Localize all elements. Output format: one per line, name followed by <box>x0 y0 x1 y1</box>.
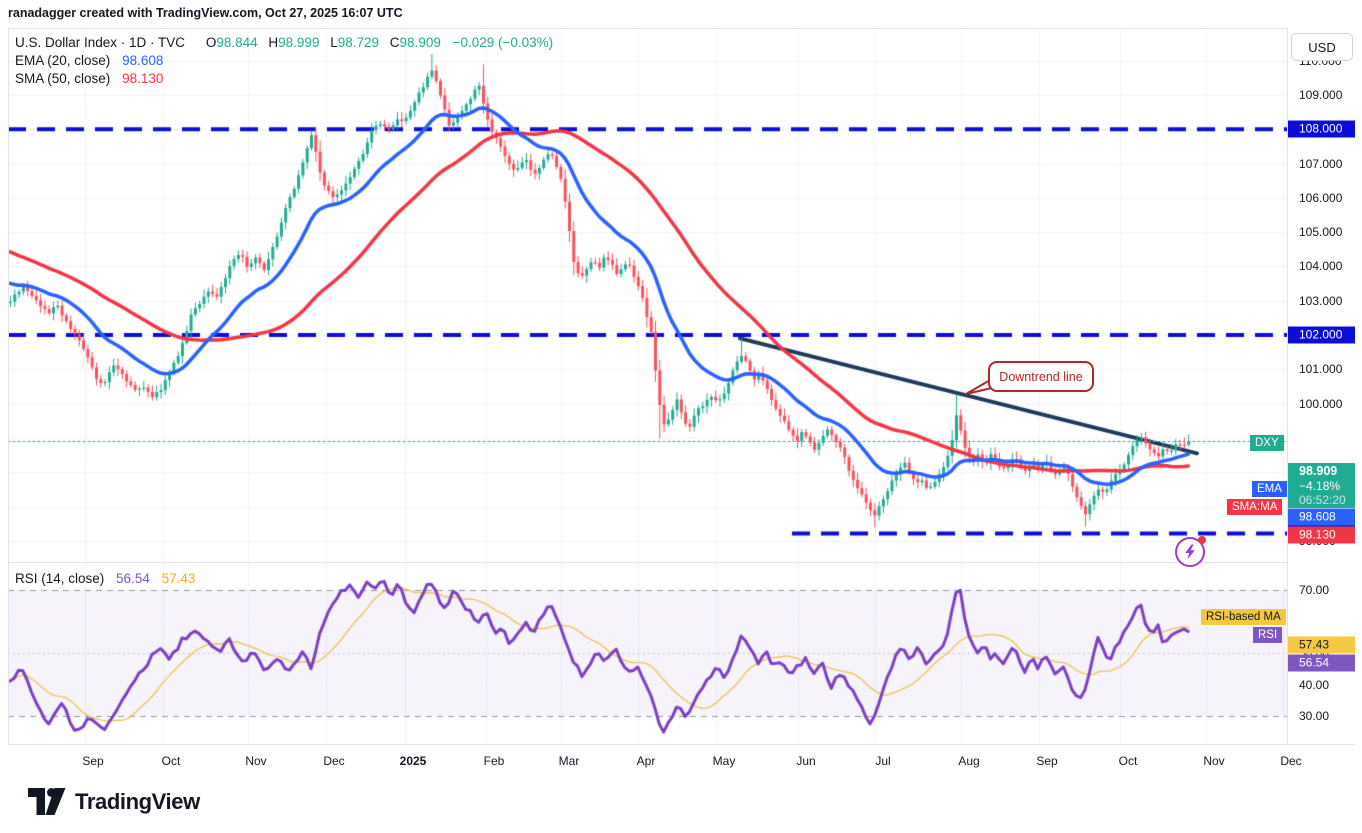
rsi-tick: 70.00 <box>1299 583 1330 597</box>
symbol-row: U.S. Dollar Index · 1D · TVC O98.844 H98… <box>15 34 553 52</box>
open-value: 98.844 <box>216 35 258 50</box>
rsi-series-tag: RSI <box>1253 627 1283 643</box>
attribution-text: ranadagger created with TradingView.com,… <box>8 6 403 20</box>
time-axis-label: Oct <box>161 754 181 768</box>
time-axis-label: Nov <box>1203 754 1225 768</box>
price-axis[interactable]: 98.909 −4.18% 06:52:20 98.608 98.130 57.… <box>1287 28 1356 775</box>
rsi-tick: 40.00 <box>1299 677 1330 692</box>
price-tick: 104.000 <box>1299 259 1343 274</box>
tradingview-logo-text: TradingView <box>75 789 200 814</box>
time-axis-label: Oct <box>1118 754 1138 768</box>
ema-series-tag: EMA <box>1252 481 1287 497</box>
notification-dot <box>1198 536 1206 544</box>
time-axis-label: Mar <box>558 754 580 768</box>
price-tick: 103.000 <box>1299 293 1343 308</box>
tradingview-logo-icon <box>28 788 66 815</box>
low-label: L <box>330 35 338 50</box>
rsi-ma-series-tag: RSI-based MA <box>1201 609 1286 625</box>
high-label: H <box>268 35 279 50</box>
time-axis-label: Aug <box>958 754 980 768</box>
change-value: −0.029 (−0.03%) <box>452 35 554 50</box>
sma-label: SMA (50, close) <box>15 71 111 86</box>
currency-toggle-label: USD <box>1308 39 1336 55</box>
downtrend-annotation[interactable]: Downtrend line <box>988 361 1094 392</box>
instant-order-button[interactable] <box>1175 536 1206 567</box>
time-axis-label: Sep <box>82 754 104 768</box>
time-axis-label: Nov <box>245 754 267 768</box>
dxy-series-tag: DXY <box>1250 435 1284 451</box>
tradingview-watermark[interactable]: TradingView <box>28 788 200 816</box>
lightning-icon <box>1185 544 1195 560</box>
frame-top <box>8 28 1355 29</box>
pane-divider[interactable] <box>8 562 1287 563</box>
low-value: 98.729 <box>337 35 380 50</box>
rsi-ma-axis-badge: 57.43 <box>1288 636 1355 654</box>
price-tick: 101.000 <box>1299 362 1343 377</box>
frame-left <box>8 28 9 775</box>
level-axis-badge: 102.000 <box>1288 326 1355 344</box>
time-axis-label: Dec <box>1280 754 1302 768</box>
time-axis-label: Feb <box>483 754 505 768</box>
close-value: 98.909 <box>399 35 441 50</box>
time-axis-label: Apr <box>636 754 656 768</box>
symbol-title: U.S. Dollar Index · 1D · TVC <box>15 35 186 50</box>
time-axis-label: Jun <box>796 754 816 768</box>
time-axis[interactable]: Sep Oct Nov Dec 2025 Feb Mar Apr May Jun Jul Aug Sep… <box>8 744 1355 776</box>
close-label: C <box>389 35 400 50</box>
rsi-legend: RSI (14, close) 56.54 57.43 <box>15 571 195 586</box>
sma-series-tag: SMA:MA <box>1227 499 1283 515</box>
downtrend-annotation-text: Downtrend line <box>999 369 1083 384</box>
price-tick: 107.000 <box>1299 156 1343 171</box>
rsi-value: 56.54 <box>116 571 150 586</box>
time-axis-label: Jul <box>875 754 891 768</box>
ema-axis-badge: 98.608 <box>1288 508 1355 526</box>
open-label: O <box>205 35 217 50</box>
time-axis-label: Sep <box>1036 754 1058 768</box>
sma-value: 98.130 <box>122 71 164 86</box>
price-tick: 100.000 <box>1299 396 1343 411</box>
ema-label: EMA (20, close) <box>15 53 111 68</box>
current-price: 98.909 <box>1299 464 1338 478</box>
rsi-ma-value: 57.43 <box>161 571 196 586</box>
bar-countdown: 06:52:20 <box>1299 493 1346 507</box>
current-change-pct: −4.18% <box>1299 478 1341 493</box>
currency-toggle-button[interactable]: USD <box>1291 33 1353 61</box>
current-price-badge: 98.909 −4.18% 06:52:20 <box>1288 463 1355 508</box>
price-tick: 105.000 <box>1299 225 1343 240</box>
rsi-axis-badge: 56.54 <box>1288 654 1355 672</box>
time-axis-label: Dec <box>323 754 345 768</box>
price-tick: 106.000 <box>1299 190 1343 205</box>
rsi-tick: 30.00 <box>1299 709 1330 723</box>
sma-axis-badge: 98.130 <box>1288 526 1355 544</box>
sma-row: SMA (50, close) 98.130 <box>15 70 553 88</box>
rsi-label: RSI (14, close) <box>15 571 105 586</box>
price-tick: 109.000 <box>1299 87 1343 102</box>
level-axis-badge: 108.000 <box>1288 120 1355 138</box>
high-value: 98.999 <box>278 35 320 50</box>
ema-value: 98.608 <box>122 53 164 68</box>
chart-plot-area[interactable] <box>8 28 1287 775</box>
time-axis-label: May <box>712 754 736 768</box>
symbol-legend: U.S. Dollar Index · 1D · TVC O98.844 H98… <box>15 34 553 88</box>
time-axis-label: 2025 <box>399 754 427 768</box>
ema-row: EMA (20, close) 98.608 <box>15 52 553 70</box>
